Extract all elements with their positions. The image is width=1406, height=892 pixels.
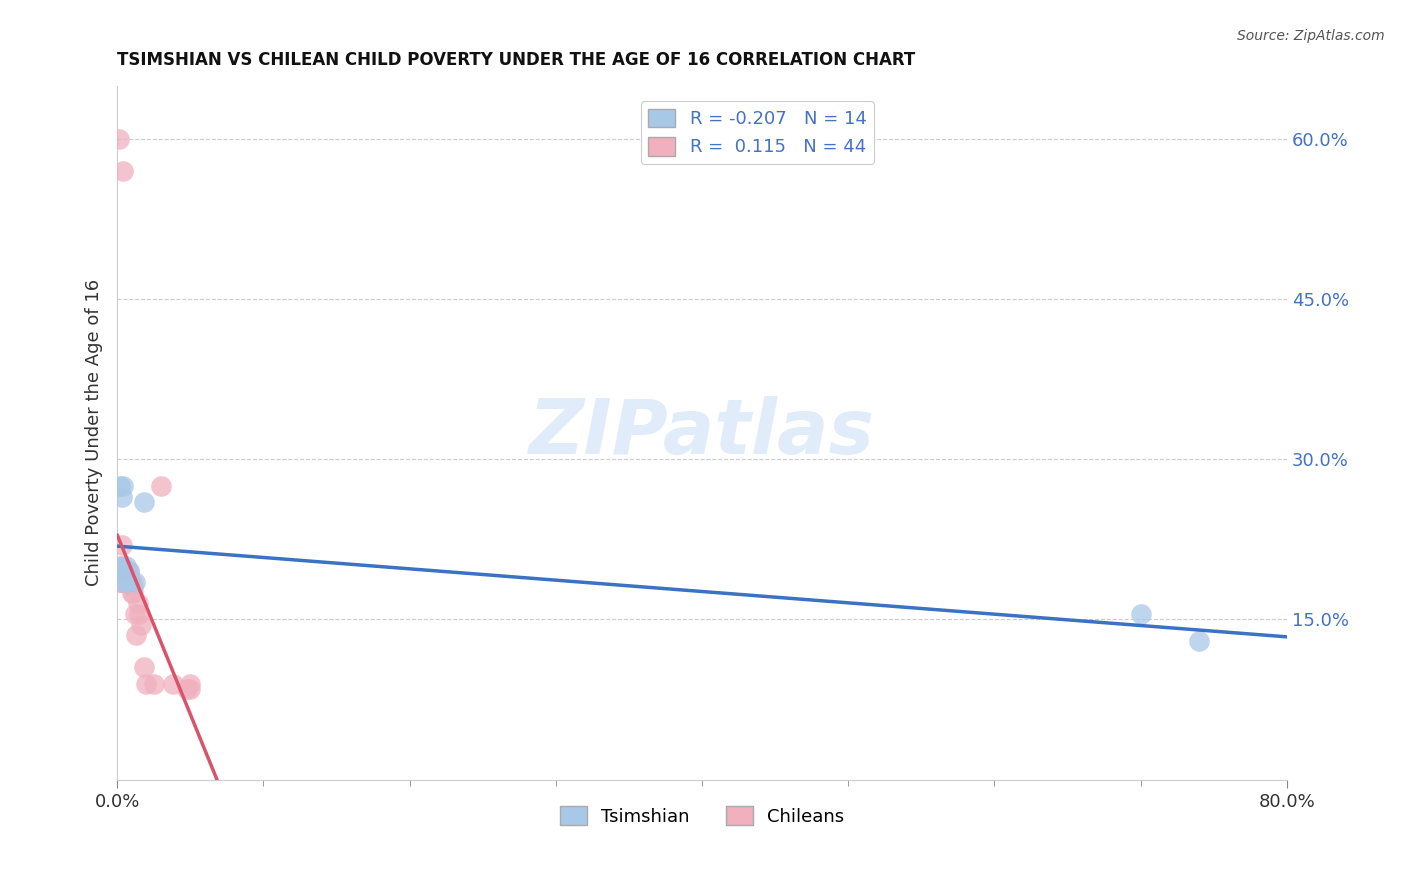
Point — [115, 575, 138, 590]
Point — [107, 565, 129, 579]
Point — [162, 676, 184, 690]
Point — [176, 681, 198, 696]
Point — [108, 559, 131, 574]
Point — [115, 570, 138, 584]
Point — [114, 575, 136, 590]
Text: TSIMSHIAN VS CHILEAN CHILD POVERTY UNDER THE AGE OF 16 CORRELATION CHART: TSIMSHIAN VS CHILEAN CHILD POVERTY UNDER… — [117, 51, 915, 69]
Point — [129, 617, 152, 632]
Point — [110, 490, 132, 504]
Point — [122, 586, 145, 600]
Point — [112, 565, 135, 579]
Point — [1188, 633, 1211, 648]
Point — [108, 565, 131, 579]
Point — [124, 607, 146, 621]
Point — [118, 565, 141, 579]
Point — [110, 538, 132, 552]
Point — [108, 479, 131, 493]
Point — [115, 565, 138, 579]
Point — [121, 586, 143, 600]
Text: ZIPatlas: ZIPatlas — [529, 395, 875, 469]
Point — [124, 575, 146, 590]
Point — [114, 565, 136, 579]
Point — [117, 565, 139, 579]
Point — [118, 575, 141, 590]
Point — [110, 565, 132, 579]
Y-axis label: Child Poverty Under the Age of 16: Child Poverty Under the Age of 16 — [86, 279, 103, 586]
Point — [125, 628, 148, 642]
Point — [115, 575, 138, 590]
Point — [108, 575, 131, 590]
Point — [115, 559, 138, 574]
Legend: Tsimshian, Chileans: Tsimshian, Chileans — [553, 799, 852, 833]
Point — [117, 570, 139, 584]
Point — [114, 570, 136, 584]
Point — [135, 676, 157, 690]
Point — [107, 132, 129, 146]
Point — [128, 607, 150, 621]
Point — [120, 575, 142, 590]
Point — [110, 575, 132, 590]
Point — [114, 575, 136, 590]
Point — [150, 479, 173, 493]
Point — [112, 164, 135, 178]
Point — [118, 570, 141, 584]
Point — [132, 495, 155, 509]
Point — [179, 681, 201, 696]
Point — [142, 676, 165, 690]
Point — [120, 575, 142, 590]
Point — [179, 676, 201, 690]
Point — [112, 575, 135, 590]
Point — [112, 479, 135, 493]
Point — [122, 581, 145, 595]
Point — [117, 575, 139, 590]
Point — [114, 575, 136, 590]
Point — [110, 559, 132, 574]
Point — [107, 575, 129, 590]
Point — [115, 565, 138, 579]
Point — [118, 565, 141, 579]
Point — [117, 575, 139, 590]
Point — [127, 596, 149, 610]
Point — [132, 660, 155, 674]
Point — [1129, 607, 1152, 621]
Point — [121, 575, 143, 590]
Text: Source: ZipAtlas.com: Source: ZipAtlas.com — [1237, 29, 1385, 43]
